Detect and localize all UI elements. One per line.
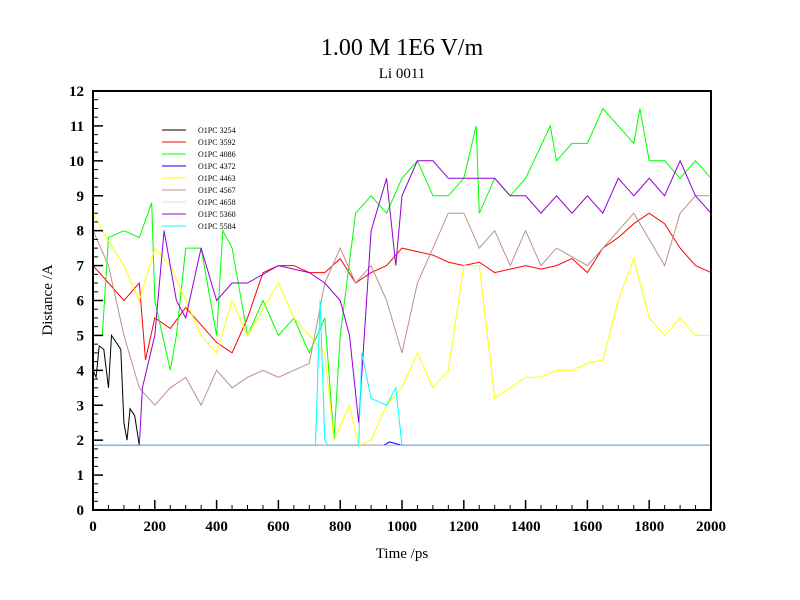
y-tick-label: 10	[69, 154, 84, 170]
y-tick-label: 6	[77, 294, 85, 310]
series-line-2	[92, 212, 712, 361]
x-tick-label: 1400	[511, 519, 541, 535]
x-axis-label: Time /ps	[376, 546, 429, 562]
y-tick-label: 3	[77, 398, 85, 414]
legend-label: O1PC 3592	[198, 138, 236, 147]
legend-label: O1PC 5584	[198, 222, 236, 231]
chart-subtitle: Li 0011	[379, 66, 426, 82]
y-axis-label: Distance /A	[40, 264, 56, 335]
y-tick-label: 2	[77, 433, 85, 449]
y-tick-label: 4	[77, 363, 85, 379]
legend-label: O1PC 4567	[198, 186, 236, 195]
axes-layer: 0 200 400 600 800 1000 1200 1400 1600 1800 2000012…	[69, 84, 726, 535]
y-tick-label: 9	[77, 189, 85, 205]
legend-label: O1PC 4463	[198, 174, 236, 183]
x-tick-label: 800	[329, 519, 352, 535]
y-tick-label: 1	[77, 468, 85, 484]
legend: O1PC 3254 O1PC 3592 O1PC 4086 O1PC 4372 O1PC…	[162, 126, 236, 231]
legend-label: O1PC 5360	[198, 210, 236, 219]
x-tick-label: 200	[144, 519, 167, 535]
chart-title: 1.00 M 1E6 V/m	[321, 35, 484, 61]
legend-label: O1PC 4658	[198, 198, 236, 207]
y-tick-label: 0	[77, 503, 85, 519]
series-line-5	[92, 212, 711, 447]
y-tick-label: 11	[70, 119, 84, 135]
x-tick-label: 1000	[387, 519, 417, 535]
series-line-9	[93, 300, 711, 446]
series-line-6	[92, 195, 711, 407]
x-tick-label: 2000	[696, 519, 726, 535]
series-layer	[92, 107, 712, 447]
y-tick-label: 12	[69, 84, 84, 100]
legend-label: O1PC 4372	[198, 162, 236, 171]
legend-label: O1PC 3254	[198, 126, 236, 135]
legend-label: O1PC 4086	[198, 150, 236, 159]
x-tick-label: 1800	[634, 519, 664, 535]
y-tick-label: 5	[77, 328, 85, 344]
x-tick-label: 600	[267, 519, 290, 535]
x-tick-label: 400	[205, 519, 228, 535]
y-tick-label: 7	[77, 259, 85, 275]
series-line-8	[93, 159, 712, 446]
x-tick-label: 1600	[572, 519, 602, 535]
y-tick-label: 8	[77, 224, 85, 240]
x-tick-label: 0	[89, 519, 97, 535]
x-tick-label: 1200	[449, 519, 479, 535]
